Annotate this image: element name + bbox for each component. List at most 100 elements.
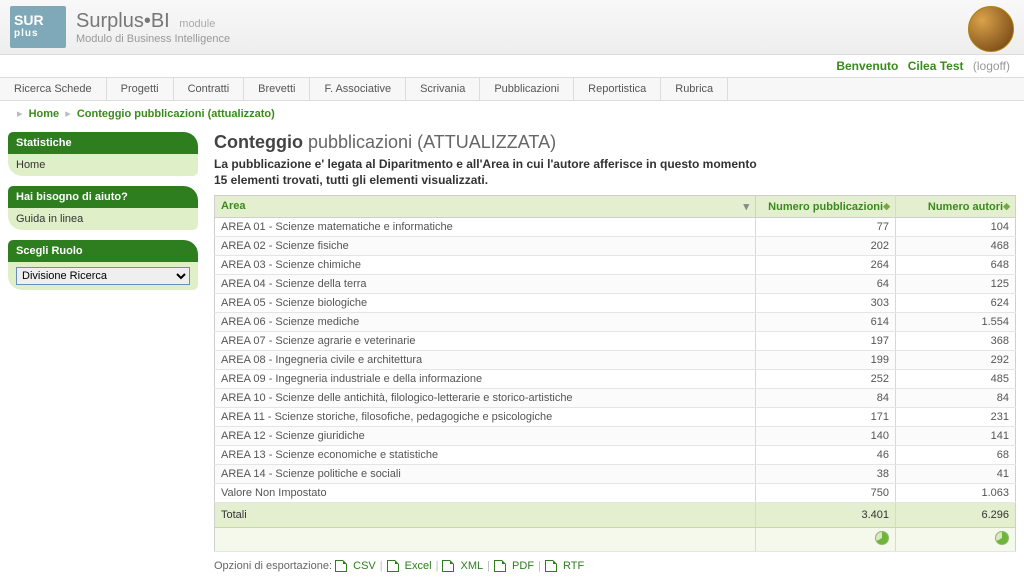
table-row[interactable]: AREA 03 - Scienze chimiche264648 xyxy=(215,256,1016,275)
cell-pub: 252 xyxy=(756,370,896,389)
cell-area: AREA 01 - Scienze matematiche e informat… xyxy=(215,218,756,237)
cell-pub: 197 xyxy=(756,332,896,351)
menu-item[interactable]: F. Associative xyxy=(310,78,406,100)
col-header-aut[interactable]: Numero autori ◆ xyxy=(896,196,1016,218)
table-row[interactable]: AREA 07 - Scienze agrarie e veterinarie1… xyxy=(215,332,1016,351)
cell-aut: 368 xyxy=(896,332,1016,351)
page-title-rest: pubblicazioni (ATTUALIZZATA) xyxy=(308,132,556,152)
totals-aut: 6.296 xyxy=(896,503,1016,528)
chart-icon[interactable] xyxy=(875,531,889,545)
cell-area: AREA 14 - Scienze politiche e sociali xyxy=(215,465,756,484)
menu-item[interactable]: Contratti xyxy=(174,78,245,100)
export-rtf[interactable]: RTF xyxy=(545,560,584,572)
export-csv[interactable]: CSV xyxy=(335,560,376,572)
sidebar-link-home[interactable]: Home xyxy=(16,159,190,171)
cell-aut: 648 xyxy=(896,256,1016,275)
totals-row: Totali 3.401 6.296 xyxy=(215,503,1016,528)
table-row[interactable]: AREA 02 - Scienze fisiche202468 xyxy=(215,237,1016,256)
menu-item[interactable]: Pubblicazioni xyxy=(480,78,574,100)
chart-icon[interactable] xyxy=(995,531,1009,545)
export-sep: | xyxy=(380,560,383,572)
chart-row xyxy=(215,528,1016,552)
sidebar: Statistiche Home Hai bisogno di aiuto? G… xyxy=(8,132,198,572)
cell-aut: 141 xyxy=(896,427,1016,446)
table-row[interactable]: AREA 09 - Ingegneria industriale e della… xyxy=(215,370,1016,389)
cell-pub: 264 xyxy=(756,256,896,275)
app-header: SUR plus Surplus•BI module Modulo di Bus… xyxy=(0,0,1024,55)
table-row[interactable]: AREA 04 - Scienze della terra64125 xyxy=(215,275,1016,294)
cell-pub: 303 xyxy=(756,294,896,313)
menu-item[interactable]: Ricerca Schede xyxy=(0,78,107,100)
cell-pub: 84 xyxy=(756,389,896,408)
cell-pub: 64 xyxy=(756,275,896,294)
table-row[interactable]: AREA 14 - Scienze politiche e sociali384… xyxy=(215,465,1016,484)
brand-subtitle: Modulo di Business Intelligence xyxy=(76,33,230,45)
sidebar-link-guide[interactable]: Guida in linea xyxy=(16,213,190,225)
page-subtitle-1: La pubblicazione e' legata al Diparitmen… xyxy=(214,157,1016,171)
breadcrumb-home[interactable]: Home xyxy=(29,108,60,120)
cell-aut: 231 xyxy=(896,408,1016,427)
export-excel[interactable]: Excel xyxy=(387,560,432,572)
table-row[interactable]: AREA 10 - Scienze delle antichità, filol… xyxy=(215,389,1016,408)
menu-item[interactable]: Scrivania xyxy=(406,78,480,100)
table-row[interactable]: AREA 11 - Scienze storiche, filosofiche,… xyxy=(215,408,1016,427)
breadcrumb-sep-icon: ▸ xyxy=(65,108,71,120)
table-row[interactable]: AREA 06 - Scienze mediche6141.554 xyxy=(215,313,1016,332)
menu-item[interactable]: Progetti xyxy=(107,78,174,100)
sort-icon[interactable]: ◆ xyxy=(1003,201,1009,212)
file-icon xyxy=(387,560,399,572)
cell-pub: 202 xyxy=(756,237,896,256)
cell-aut: 624 xyxy=(896,294,1016,313)
sort-icon[interactable]: ◆ xyxy=(883,201,889,212)
col-header-area[interactable]: Area ▾ xyxy=(215,196,756,218)
brand-module-tag: module xyxy=(179,18,215,30)
logo-top: SUR xyxy=(14,13,66,27)
brand-block: Surplus•BI module Modulo di Business Int… xyxy=(76,10,230,45)
cell-area: AREA 03 - Scienze chimiche xyxy=(215,256,756,275)
logo: SUR plus xyxy=(10,6,66,48)
cell-area: AREA 04 - Scienze della terra xyxy=(215,275,756,294)
cell-area: AREA 11 - Scienze storiche, filosofiche,… xyxy=(215,408,756,427)
menu-item[interactable]: Brevetti xyxy=(244,78,310,100)
main-menu: Ricerca SchedeProgettiContrattiBrevettiF… xyxy=(0,77,1024,101)
file-icon xyxy=(494,560,506,572)
table-row[interactable]: AREA 05 - Scienze biologiche303624 xyxy=(215,294,1016,313)
menu-item[interactable]: Reportistica xyxy=(574,78,661,100)
totals-pub: 3.401 xyxy=(756,503,896,528)
cell-aut: 485 xyxy=(896,370,1016,389)
cell-pub: 199 xyxy=(756,351,896,370)
table-row[interactable]: AREA 01 - Scienze matematiche e informat… xyxy=(215,218,1016,237)
table-row[interactable]: AREA 13 - Scienze economiche e statistic… xyxy=(215,446,1016,465)
cell-aut: 125 xyxy=(896,275,1016,294)
cell-pub: 614 xyxy=(756,313,896,332)
page-title: Conteggio pubblicazioni (ATTUALIZZATA) xyxy=(214,132,1016,153)
role-select[interactable]: Divisione Ricerca xyxy=(16,267,190,285)
cell-pub: 750 xyxy=(756,484,896,503)
cell-area: AREA 08 - Ingegneria civile e architettu… xyxy=(215,351,756,370)
table-row[interactable]: Valore Non Impostato7501.063 xyxy=(215,484,1016,503)
cell-area: AREA 05 - Scienze biologiche xyxy=(215,294,756,313)
breadcrumb: ▸ Home ▸ Conteggio pubblicazioni (attual… xyxy=(0,101,1024,126)
breadcrumb-sep-icon: ▸ xyxy=(17,108,23,120)
col-header-pub[interactable]: Numero pubblicazioni ◆ xyxy=(756,196,896,218)
cell-area: Valore Non Impostato xyxy=(215,484,756,503)
table-row[interactable]: AREA 08 - Ingegneria civile e architettu… xyxy=(215,351,1016,370)
cell-aut: 1.554 xyxy=(896,313,1016,332)
cell-pub: 38 xyxy=(756,465,896,484)
export-xml[interactable]: XML xyxy=(442,560,483,572)
logoff-link[interactable]: (logoff) xyxy=(973,59,1010,73)
export-pdf[interactable]: PDF xyxy=(494,560,534,572)
brand-title: Surplus•BI xyxy=(76,10,170,32)
panel-statistics-title: Statistiche xyxy=(8,132,198,154)
cell-pub: 46 xyxy=(756,446,896,465)
logo-bottom: plus xyxy=(14,27,66,41)
menu-item[interactable]: Rubrica xyxy=(661,78,728,100)
breadcrumb-current[interactable]: Conteggio pubblicazioni (attualizzato) xyxy=(77,108,275,120)
dropdown-icon[interactable]: ▾ xyxy=(743,200,749,213)
cell-area: AREA 12 - Scienze giuridiche xyxy=(215,427,756,446)
medal-icon xyxy=(968,6,1014,52)
cell-area: AREA 09 - Ingegneria industriale e della… xyxy=(215,370,756,389)
table-row[interactable]: AREA 12 - Scienze giuridiche140141 xyxy=(215,427,1016,446)
cell-area: AREA 10 - Scienze delle antichità, filol… xyxy=(215,389,756,408)
main-content: Conteggio pubblicazioni (ATTUALIZZATA) L… xyxy=(214,132,1016,572)
